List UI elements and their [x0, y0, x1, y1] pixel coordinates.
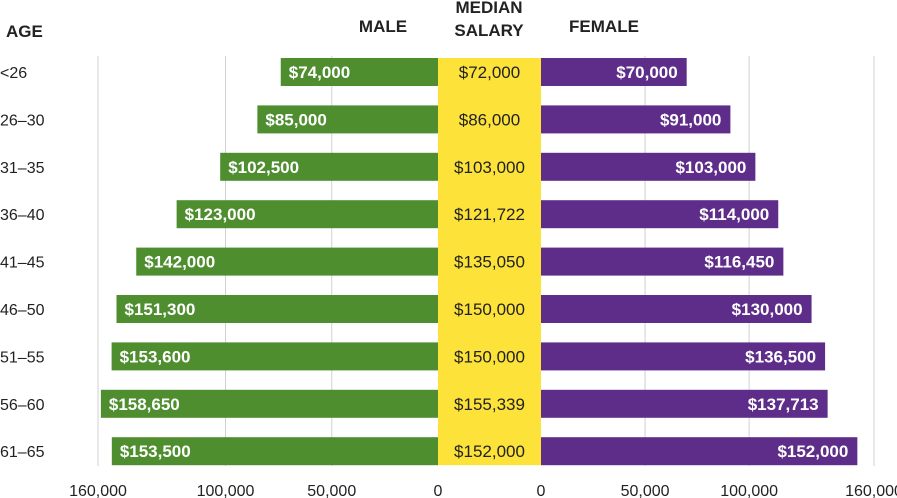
bars	[100, 58, 858, 466]
tick-label-female: 160,000	[845, 483, 897, 498]
data-label-median: $155,339	[454, 395, 525, 414]
bar-male	[136, 247, 438, 276]
data-label-median: $152,000	[454, 442, 525, 461]
data-label-median: $150,000	[454, 347, 525, 366]
tick-label-male: 100,000	[197, 483, 255, 498]
bar-female	[541, 200, 779, 229]
bar-male	[280, 58, 438, 86]
data-label-female: $136,500	[745, 347, 816, 366]
age-label: 46–50	[0, 302, 45, 319]
bar-male	[257, 105, 438, 134]
data-label-male: $153,500	[120, 442, 191, 461]
data-label-male: $102,500	[228, 158, 299, 177]
age-label: 31–35	[0, 160, 45, 177]
data-label-male: $153,600	[120, 347, 191, 366]
age-label: 26–30	[0, 112, 45, 129]
header-male: MALE	[359, 17, 407, 36]
bar-female	[541, 247, 784, 276]
bar-male	[116, 295, 439, 323]
data-label-female: $116,450	[704, 253, 774, 272]
data-label-female: $130,000	[732, 300, 803, 319]
bar-male	[111, 437, 438, 466]
bar-male	[111, 342, 438, 371]
header-median-line2: SALARY	[454, 21, 524, 40]
tick-label-female: 0	[537, 483, 546, 498]
data-label-female: $114,000	[699, 205, 769, 224]
bar-female	[541, 389, 828, 418]
data-label-female: $91,000	[660, 110, 721, 129]
data-label-median: $121,722	[454, 205, 525, 224]
data-label-female: $152,000	[777, 442, 848, 461]
tick-label-female: 100,000	[720, 483, 778, 498]
data-label-median: $72,000	[459, 63, 520, 82]
data-label-male: $74,000	[289, 63, 350, 82]
data-label-female: $103,000	[675, 158, 746, 177]
age-label: 41–45	[0, 255, 45, 272]
data-label-male: $142,000	[144, 253, 215, 272]
axes: 160,000 100,000 50,000 0 0 50,000 100,000 160,0…	[0, 65, 897, 498]
data-label-median: $103,000	[454, 158, 525, 177]
header-female: FEMALE	[569, 17, 639, 36]
age-label: 56–60	[0, 397, 45, 414]
header-median-line1: MEDIAN	[455, 0, 522, 17]
data-label-male: $151,300	[124, 300, 195, 319]
tick-label-female: 50,000	[621, 483, 670, 498]
bar-male	[100, 389, 439, 418]
age-label: 36–40	[0, 207, 45, 224]
median-column-band	[438, 58, 541, 466]
data-label-median: $135,050	[454, 253, 525, 272]
age-label: 61–65	[0, 444, 45, 461]
bar-female	[541, 105, 731, 134]
data-labels: $74,000 $72,000 $70,000 $85,000 $86,000 $91,0…	[109, 63, 848, 461]
data-label-female: $137,713	[748, 395, 819, 414]
age-label: <26	[0, 65, 27, 82]
header-age: AGE	[6, 22, 43, 41]
bar-female	[541, 342, 826, 371]
data-label-male: $158,650	[109, 395, 180, 414]
tick-label-male: 160,000	[69, 483, 127, 498]
bar-male	[220, 152, 438, 181]
age-label: 51–55	[0, 349, 45, 366]
bar-female	[541, 295, 812, 323]
column-headers: AGE MALE MEDIAN SALARY FEMALE	[6, 0, 639, 41]
bar-female	[541, 437, 858, 466]
bar-female	[541, 152, 756, 181]
data-label-male: $123,000	[185, 205, 256, 224]
bar-female	[541, 58, 687, 86]
data-label-median: $150,000	[454, 300, 525, 319]
tick-label-male: 0	[434, 483, 443, 498]
bar-male	[176, 200, 438, 229]
tick-label-male: 50,000	[307, 483, 356, 498]
data-label-female: $70,000	[616, 63, 677, 82]
data-label-male: $85,000	[265, 110, 326, 129]
data-label-median: $86,000	[459, 110, 520, 129]
